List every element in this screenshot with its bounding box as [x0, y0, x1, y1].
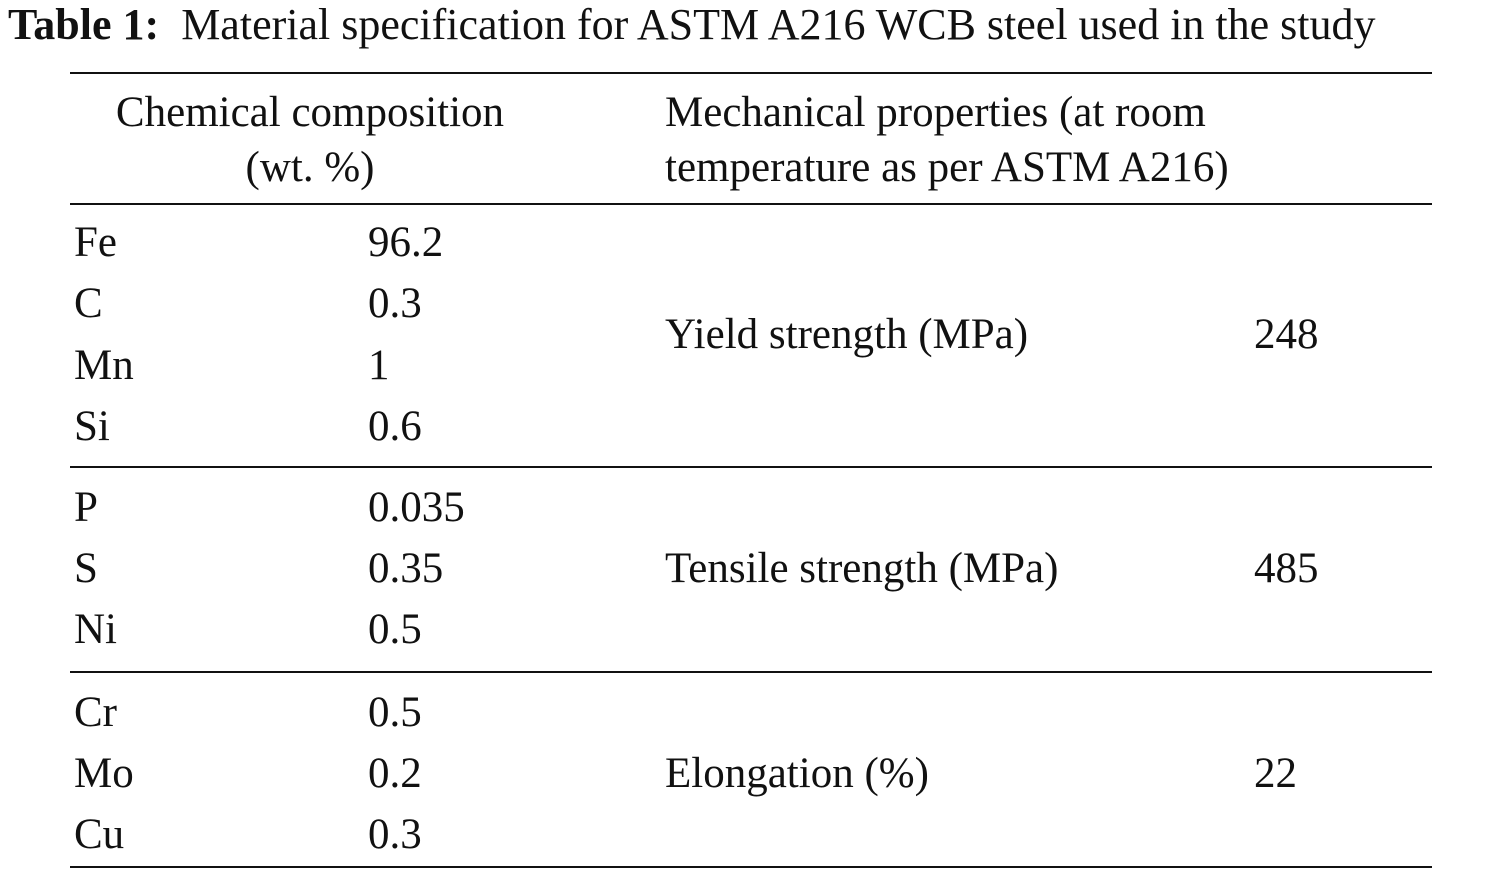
- group-rule: [70, 671, 1432, 673]
- element-symbol: Ni: [74, 606, 117, 653]
- table-caption-label: Table 1:: [8, 0, 160, 49]
- element-value: 0.5: [368, 689, 422, 736]
- property-name: Tensile strength (MPa): [665, 545, 1059, 592]
- header-mechanical-properties: Mechanical properties (at room temperatu…: [665, 88, 1229, 193]
- property-value: 485: [1254, 545, 1319, 592]
- element-symbol: S: [74, 545, 98, 592]
- property-value: 22: [1254, 750, 1297, 797]
- element-value: 0.5: [368, 606, 422, 653]
- property-name: Yield strength (MPa): [665, 311, 1029, 358]
- element-value: 0.035: [368, 484, 465, 531]
- element-symbol: P: [74, 484, 98, 531]
- property-name: Elongation (%): [665, 750, 929, 797]
- header-mechanical-line1: Mechanical properties (at room: [665, 89, 1206, 136]
- element-value: 0.3: [368, 811, 422, 858]
- element-symbol: Fe: [74, 219, 117, 266]
- table-caption: Table 1: Material specification for ASTM…: [8, 0, 1492, 50]
- element-value: 0.6: [368, 403, 422, 450]
- element-symbol: C: [74, 280, 103, 327]
- element-symbol: Cr: [74, 689, 117, 736]
- element-value: 0.35: [368, 545, 444, 592]
- header-rule: [70, 203, 1432, 205]
- header-chemical-line2: (wt. %): [245, 144, 375, 191]
- element-value: 1: [368, 342, 390, 389]
- element-symbol: Si: [74, 403, 110, 450]
- group-rule: [70, 466, 1432, 468]
- table-top-rule: [70, 72, 1432, 74]
- header-mechanical-line2: temperature as per ASTM A216): [665, 144, 1229, 191]
- element-symbol: Cu: [74, 811, 125, 858]
- element-symbol: Mo: [74, 750, 134, 797]
- table-bottom-rule: [70, 866, 1432, 868]
- header-chemical-line1: Chemical composition: [115, 89, 505, 136]
- property-value: 248: [1254, 311, 1319, 358]
- element-value: 0.2: [368, 750, 422, 797]
- element-value: 96.2: [368, 219, 444, 266]
- table-caption-text: Material specification for ASTM A216 WCB…: [181, 0, 1376, 49]
- element-value: 0.3: [368, 280, 422, 327]
- element-symbol: Mn: [74, 342, 134, 389]
- header-chemical-composition: Chemical composition (wt. %): [70, 88, 550, 193]
